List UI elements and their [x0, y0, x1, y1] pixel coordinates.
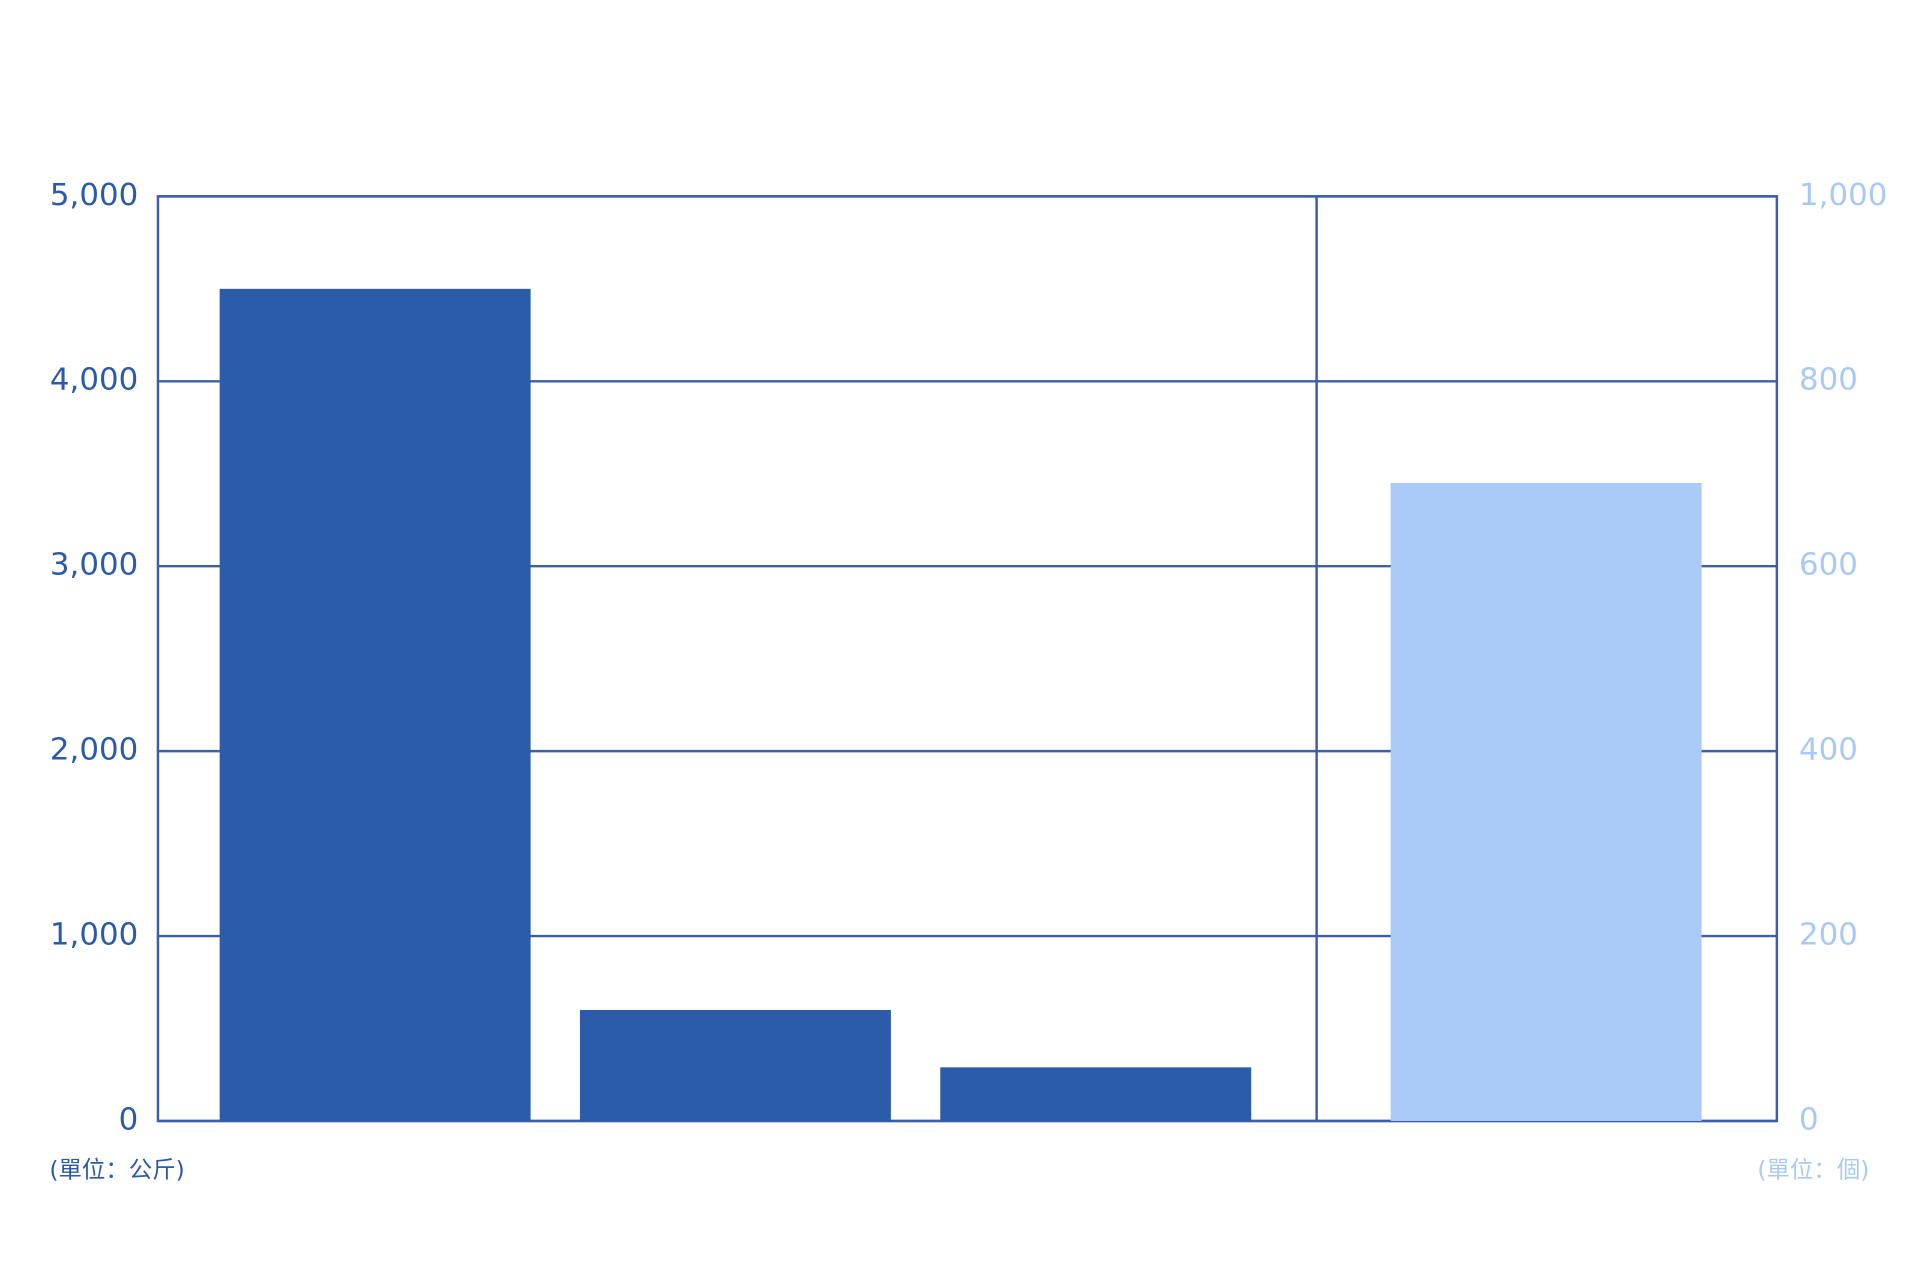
y-tick-label: 0	[119, 1103, 139, 1138]
y-tick-label: 2,000	[50, 733, 138, 768]
y-tick-label: 1,000	[50, 918, 138, 953]
y2-tick-label: 0	[1799, 1103, 1819, 1138]
bar	[219, 288, 531, 1121]
y2-tick-label: 1,000	[1799, 178, 1887, 213]
y2-tick-label: 600	[1799, 548, 1858, 583]
bar	[940, 1067, 1252, 1121]
y2-unit-label: (單位：個)	[1757, 1157, 1869, 1184]
y-tick-label: 4,000	[50, 363, 138, 398]
y2-tick-label: 800	[1799, 363, 1858, 398]
bar	[579, 1010, 891, 1121]
bar	[1390, 483, 1702, 1121]
y-tick-label: 3,000	[50, 548, 138, 583]
plot-frame	[156, 195, 1779, 1123]
y-unit-label: (單位：公斤)	[49, 1157, 184, 1184]
y-tick-label: 5,000	[50, 178, 138, 213]
y2-tick-label: 200	[1799, 918, 1858, 953]
y2-tick-label: 400	[1799, 733, 1858, 768]
